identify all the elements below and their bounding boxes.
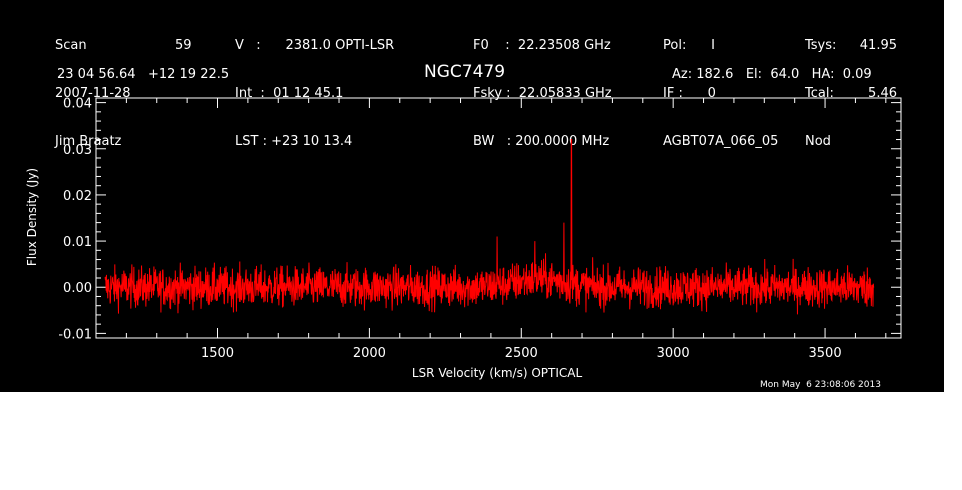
header-coordinates: 23 04 56.64 +12 19 22.5	[57, 67, 230, 82]
y-tick-label: 0.02	[63, 189, 92, 204]
header-scan-label: Scan	[55, 38, 87, 53]
header-date: 2007-11-28	[55, 86, 131, 101]
header-scan-number-block: 59	[175, 6, 192, 86]
header-pol: Pol: I	[663, 38, 715, 53]
header-tsys-values: 41.95 5.46	[852, 6, 897, 134]
series-layer	[104, 139, 875, 315]
header-tcal-label: Tcal:	[805, 86, 834, 101]
y-axis-label: Flux Density (Jy)	[25, 168, 39, 266]
x-tick-label: 3500	[809, 346, 842, 361]
header-integration: Int : 01 12 45.1	[235, 86, 344, 101]
header-tsys-block: Tsys: Tcal: Nod	[805, 6, 836, 182]
header-velocity-block: V : 2381.0 OPTI-LSR Int : 01 12 45.1 LST…	[235, 6, 394, 182]
spectrum-chart: 1500 2000 2500 3000 3500 -0.01 0.00 0.01 0.02 0.0…	[25, 97, 902, 380]
header-nod: Nod	[805, 134, 831, 149]
x-tick-label: 3000	[657, 346, 690, 361]
header-bw: BW : 200.0000 MHz	[473, 134, 610, 149]
x-tick-label: 1500	[201, 346, 234, 361]
y-tick-label: 0.00	[63, 281, 92, 296]
header-pol-block: Pol: I IF : 0 AGBT07A_066_05	[663, 6, 778, 182]
header-f0: F0 : 22.23508 GHz	[473, 38, 611, 53]
header-lst: LST : +23 10 13.4	[235, 134, 353, 149]
header-tsys-label: Tsys:	[805, 38, 837, 53]
header-az-el-ha: Az: 182.6 El: 64.0 HA: 0.09	[672, 67, 872, 82]
header-scan-number: 59	[175, 38, 192, 53]
x-tick-label: 2000	[353, 346, 386, 361]
header-scan-block: Scan 2007-11-28 Jim Braatz	[55, 6, 131, 182]
header-if: IF : 0	[663, 86, 716, 101]
spectrum-line	[104, 139, 875, 315]
header-observer: Jim Braatz	[55, 134, 122, 149]
header-velocity: V : 2381.0 OPTI-LSR	[235, 38, 395, 53]
header-frequency-block: F0 : 22.23508 GHz Fsky : 22.05833 GHz BW…	[473, 6, 612, 182]
x-tick-label: 2500	[505, 346, 538, 361]
y-tick-label: 0.01	[63, 235, 92, 250]
y-tick-label: 0.04	[63, 97, 92, 112]
header-project: AGBT07A_066_05	[663, 134, 779, 149]
footer-timestamp: Mon May 6 23:08:06 2013	[760, 380, 881, 390]
y-tick-label: -0.01	[58, 327, 92, 342]
axis-ticks: 1500 2000 2500 3000 3500 -0.01 0.00 0.01 0.02 0.0…	[58, 97, 901, 361]
x-axis-label: LSR Velocity (km/s) OPTICAL	[412, 366, 583, 380]
plot-frame	[95, 97, 902, 339]
header-tsys-value: 41.95	[859, 38, 897, 53]
y-tick-label: 0.03	[63, 143, 92, 158]
header-tcal-value: 5.46	[868, 86, 897, 101]
plot-background: Scan 2007-11-28 Jim Braatz 59 V : 2381.0…	[0, 0, 944, 392]
header-fsky: Fsky : 22.05833 GHz	[473, 86, 612, 101]
chart-title: NGC7479	[424, 62, 506, 82]
